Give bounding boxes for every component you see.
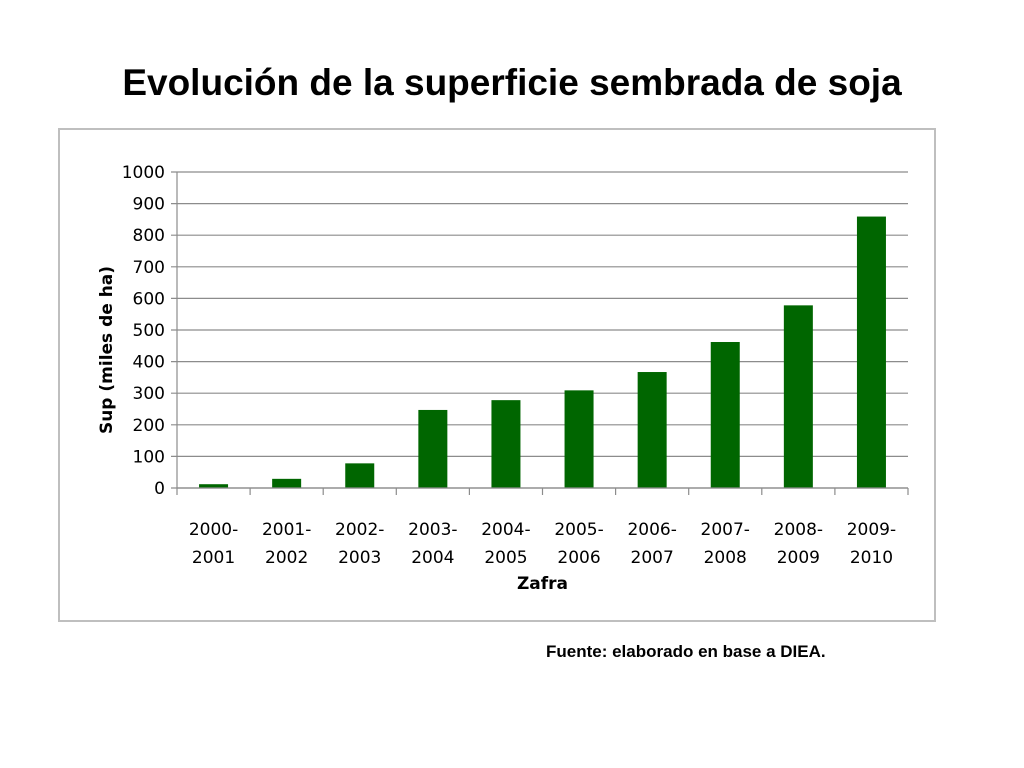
y-tick-label: 400 bbox=[133, 353, 165, 373]
chart-frame: 0 100 200 300 400 500 600 700 800 900 1000 2000-200… bbox=[58, 128, 936, 622]
y-axis-title: Sup (miles de ha) bbox=[97, 266, 117, 434]
y-tick-label: 700 bbox=[133, 258, 165, 278]
bar-chart: 0 100 200 300 400 500 600 700 800 900 1000 2000-200… bbox=[97, 163, 909, 594]
slide-title: Evolución de la superficie sembrada de s… bbox=[122, 62, 902, 103]
x-tick-label: 2006-2007 bbox=[627, 520, 676, 568]
source-note: Fuente: elaborado en base a DIEA. bbox=[546, 642, 826, 661]
bar bbox=[783, 305, 813, 488]
y-tick-label: 200 bbox=[133, 416, 165, 436]
x-axis-title: Zafra bbox=[517, 574, 568, 594]
bar bbox=[637, 372, 667, 488]
y-tick-label: 1000 bbox=[122, 163, 165, 183]
bar bbox=[199, 484, 229, 488]
y-tick-label: 900 bbox=[133, 195, 165, 215]
bar bbox=[491, 400, 521, 488]
bar bbox=[272, 478, 302, 488]
y-tick-label: 500 bbox=[133, 321, 165, 341]
x-tick-label: 2000-2001 bbox=[189, 520, 238, 568]
x-tick-label: 2002-2003 bbox=[335, 520, 384, 568]
bar bbox=[345, 463, 375, 488]
x-tick-label: 2001-2002 bbox=[262, 520, 311, 568]
bar bbox=[856, 216, 886, 488]
x-tick-label: 2009-2010 bbox=[847, 520, 896, 568]
y-tick-label: 300 bbox=[133, 384, 165, 404]
x-tick-label: 2008-2009 bbox=[774, 520, 823, 568]
bar bbox=[710, 342, 740, 488]
y-tick-label: 100 bbox=[133, 447, 165, 467]
y-tick-label: 0 bbox=[154, 479, 165, 499]
bar bbox=[564, 390, 594, 488]
x-tick-label: 2005-2006 bbox=[554, 520, 603, 568]
x-tick-label: 2004-2005 bbox=[481, 520, 530, 568]
bar bbox=[418, 409, 448, 488]
x-tick-label: 2003-2004 bbox=[408, 520, 457, 568]
x-tick-label: 2007-2008 bbox=[701, 520, 750, 568]
y-tick-label: 600 bbox=[133, 289, 165, 309]
y-tick-label: 800 bbox=[133, 226, 165, 246]
